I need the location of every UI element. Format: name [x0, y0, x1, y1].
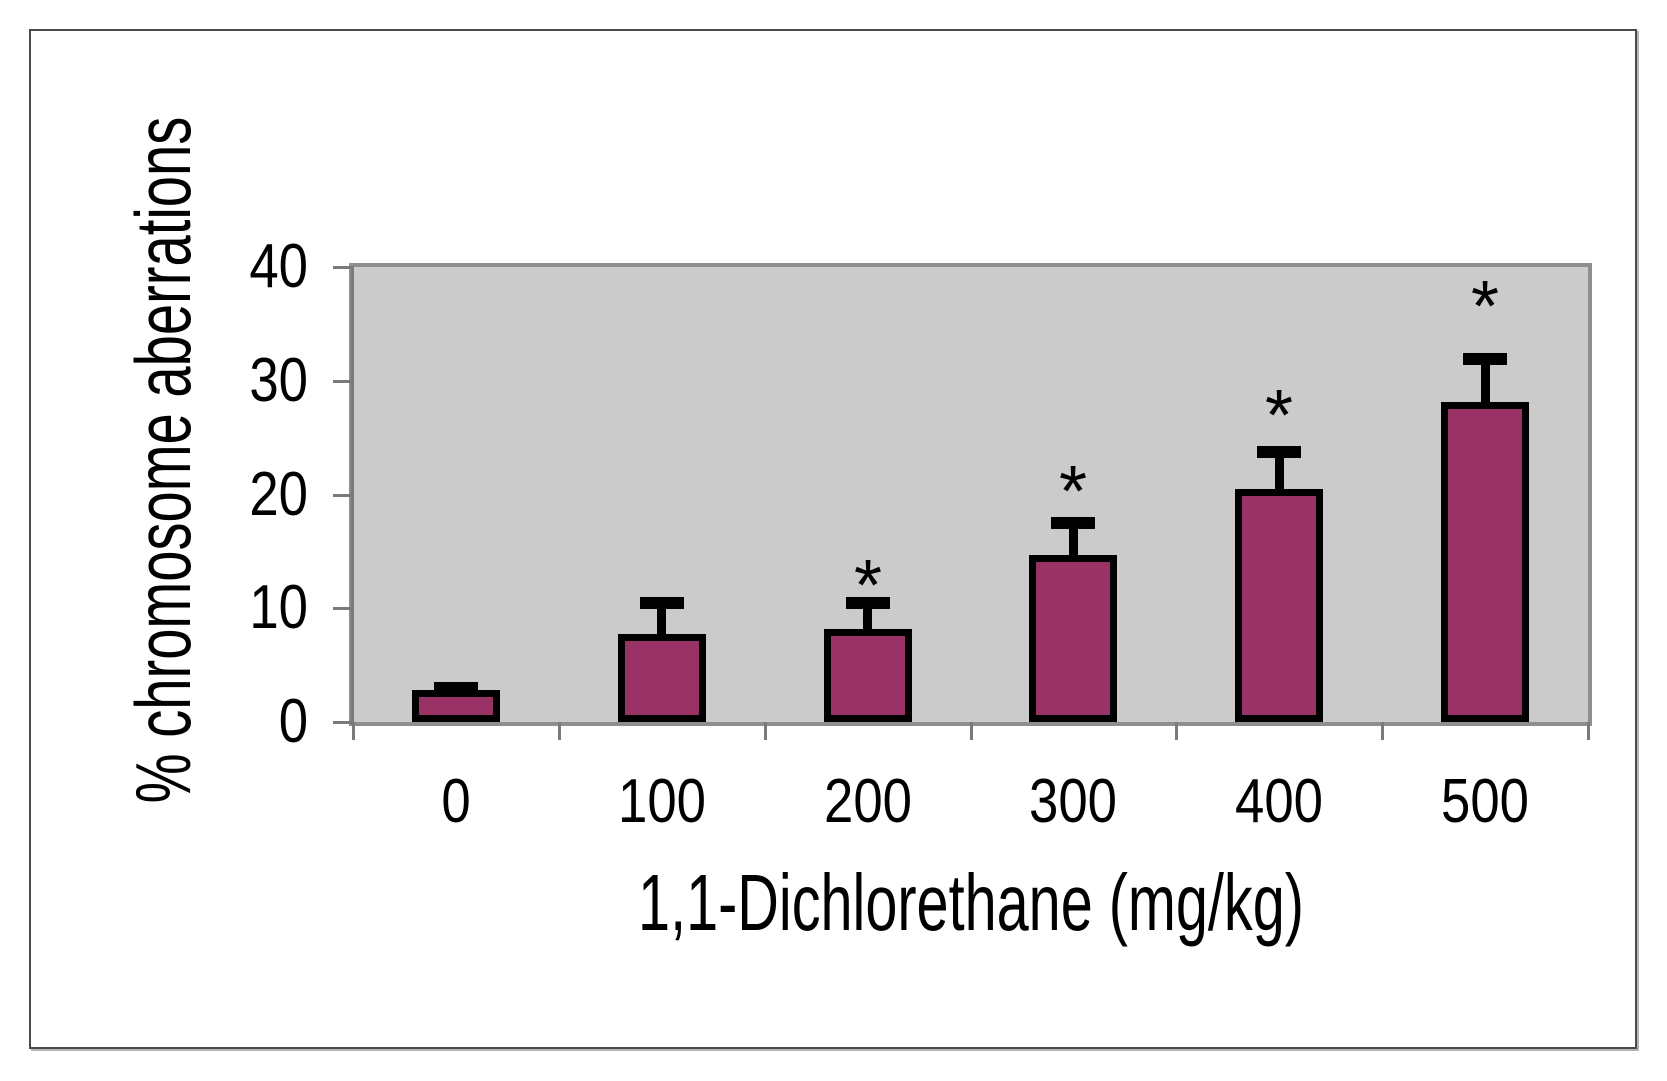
y-tick-line	[333, 494, 353, 497]
x-tick-line	[352, 722, 355, 740]
bar-0	[412, 690, 500, 722]
x-tick-label: 0	[441, 767, 471, 836]
x-tick-label: 200	[824, 767, 912, 836]
error-whisker	[657, 603, 666, 639]
significance-asterisk: *	[1470, 267, 1500, 347]
error-cap	[434, 682, 478, 694]
y-tick-label: 30	[249, 346, 308, 415]
error-cap	[846, 597, 890, 609]
bar-500	[1441, 402, 1529, 722]
x-tick-line	[558, 722, 561, 740]
significance-asterisk: *	[1058, 452, 1088, 532]
y-tick-line	[333, 380, 353, 383]
x-tick-label: 100	[618, 767, 706, 836]
significance-asterisk: *	[1264, 376, 1294, 456]
bar-100	[618, 634, 706, 722]
y-tick-line	[333, 266, 353, 269]
error-cap	[640, 597, 684, 609]
x-tick-label: 500	[1441, 767, 1529, 836]
y-tick-label: 0	[278, 687, 308, 756]
y-tick-label: 20	[249, 460, 308, 529]
x-tick-line	[1175, 722, 1178, 740]
plot-area	[349, 263, 1592, 726]
error-cap	[1051, 517, 1095, 529]
error-cap	[1463, 353, 1507, 365]
x-tick-line	[764, 722, 767, 740]
bar-200	[824, 629, 912, 722]
bar-400	[1235, 489, 1323, 722]
x-tick-label: 300	[1029, 767, 1117, 836]
bar-300	[1029, 555, 1117, 722]
error-whisker	[1069, 523, 1078, 559]
y-tick-label: 40	[249, 232, 308, 301]
error-whisker	[1275, 452, 1284, 492]
y-tick-label: 10	[249, 573, 308, 642]
x-tick-line	[1587, 722, 1590, 740]
x-tick-line	[970, 722, 973, 740]
x-tick-label: 400	[1235, 767, 1323, 836]
error-whisker	[863, 603, 872, 633]
x-axis-title: 1,1-Dichlorethane (mg/kg)	[638, 858, 1304, 947]
error-cap	[1257, 446, 1301, 458]
significance-asterisk: *	[853, 546, 883, 626]
y-tick-line	[333, 607, 353, 610]
y-tick-line	[333, 721, 353, 724]
error-whisker	[1481, 359, 1490, 406]
figure-border	[29, 29, 1637, 1049]
x-tick-line	[1381, 722, 1384, 740]
